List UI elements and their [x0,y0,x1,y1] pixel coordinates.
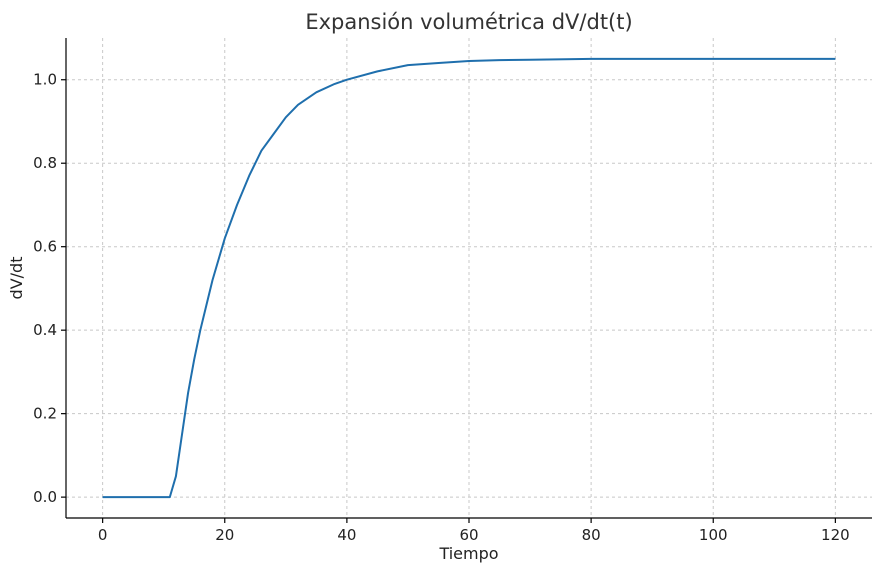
y-tick-label-0: 0.0 [33,488,57,506]
x-tick-label-2: 40 [337,526,356,544]
x-tick-label-0: 0 [98,526,108,544]
y-tick-label-2: 0.4 [33,321,57,339]
x-tick-label-6: 120 [821,526,850,544]
chart-title: Expansión volumétrica dV/dt(t) [305,10,632,34]
y-tick-label-3: 0.6 [33,238,57,256]
y-tick-label-1: 0.2 [33,405,57,423]
x-axis-label: Tiempo [438,544,498,563]
ticks-layer: 0 20 40 60 80 100 120 0.0 0.2 0.4 0.6 0.8 1.0 [33,71,850,544]
grid-layer [66,38,872,518]
x-tick-label-4: 80 [582,526,601,544]
y-tick-label-5: 1.0 [33,71,57,89]
x-tick-label-1: 20 [215,526,234,544]
x-tick-label-3: 60 [459,526,478,544]
series-line-0 [102,57,836,499]
x-tick-label-5: 100 [699,526,728,544]
series-layer [102,57,836,499]
y-tick-label-4: 0.8 [33,154,57,172]
y-axis-label: dV/dt [7,257,26,300]
